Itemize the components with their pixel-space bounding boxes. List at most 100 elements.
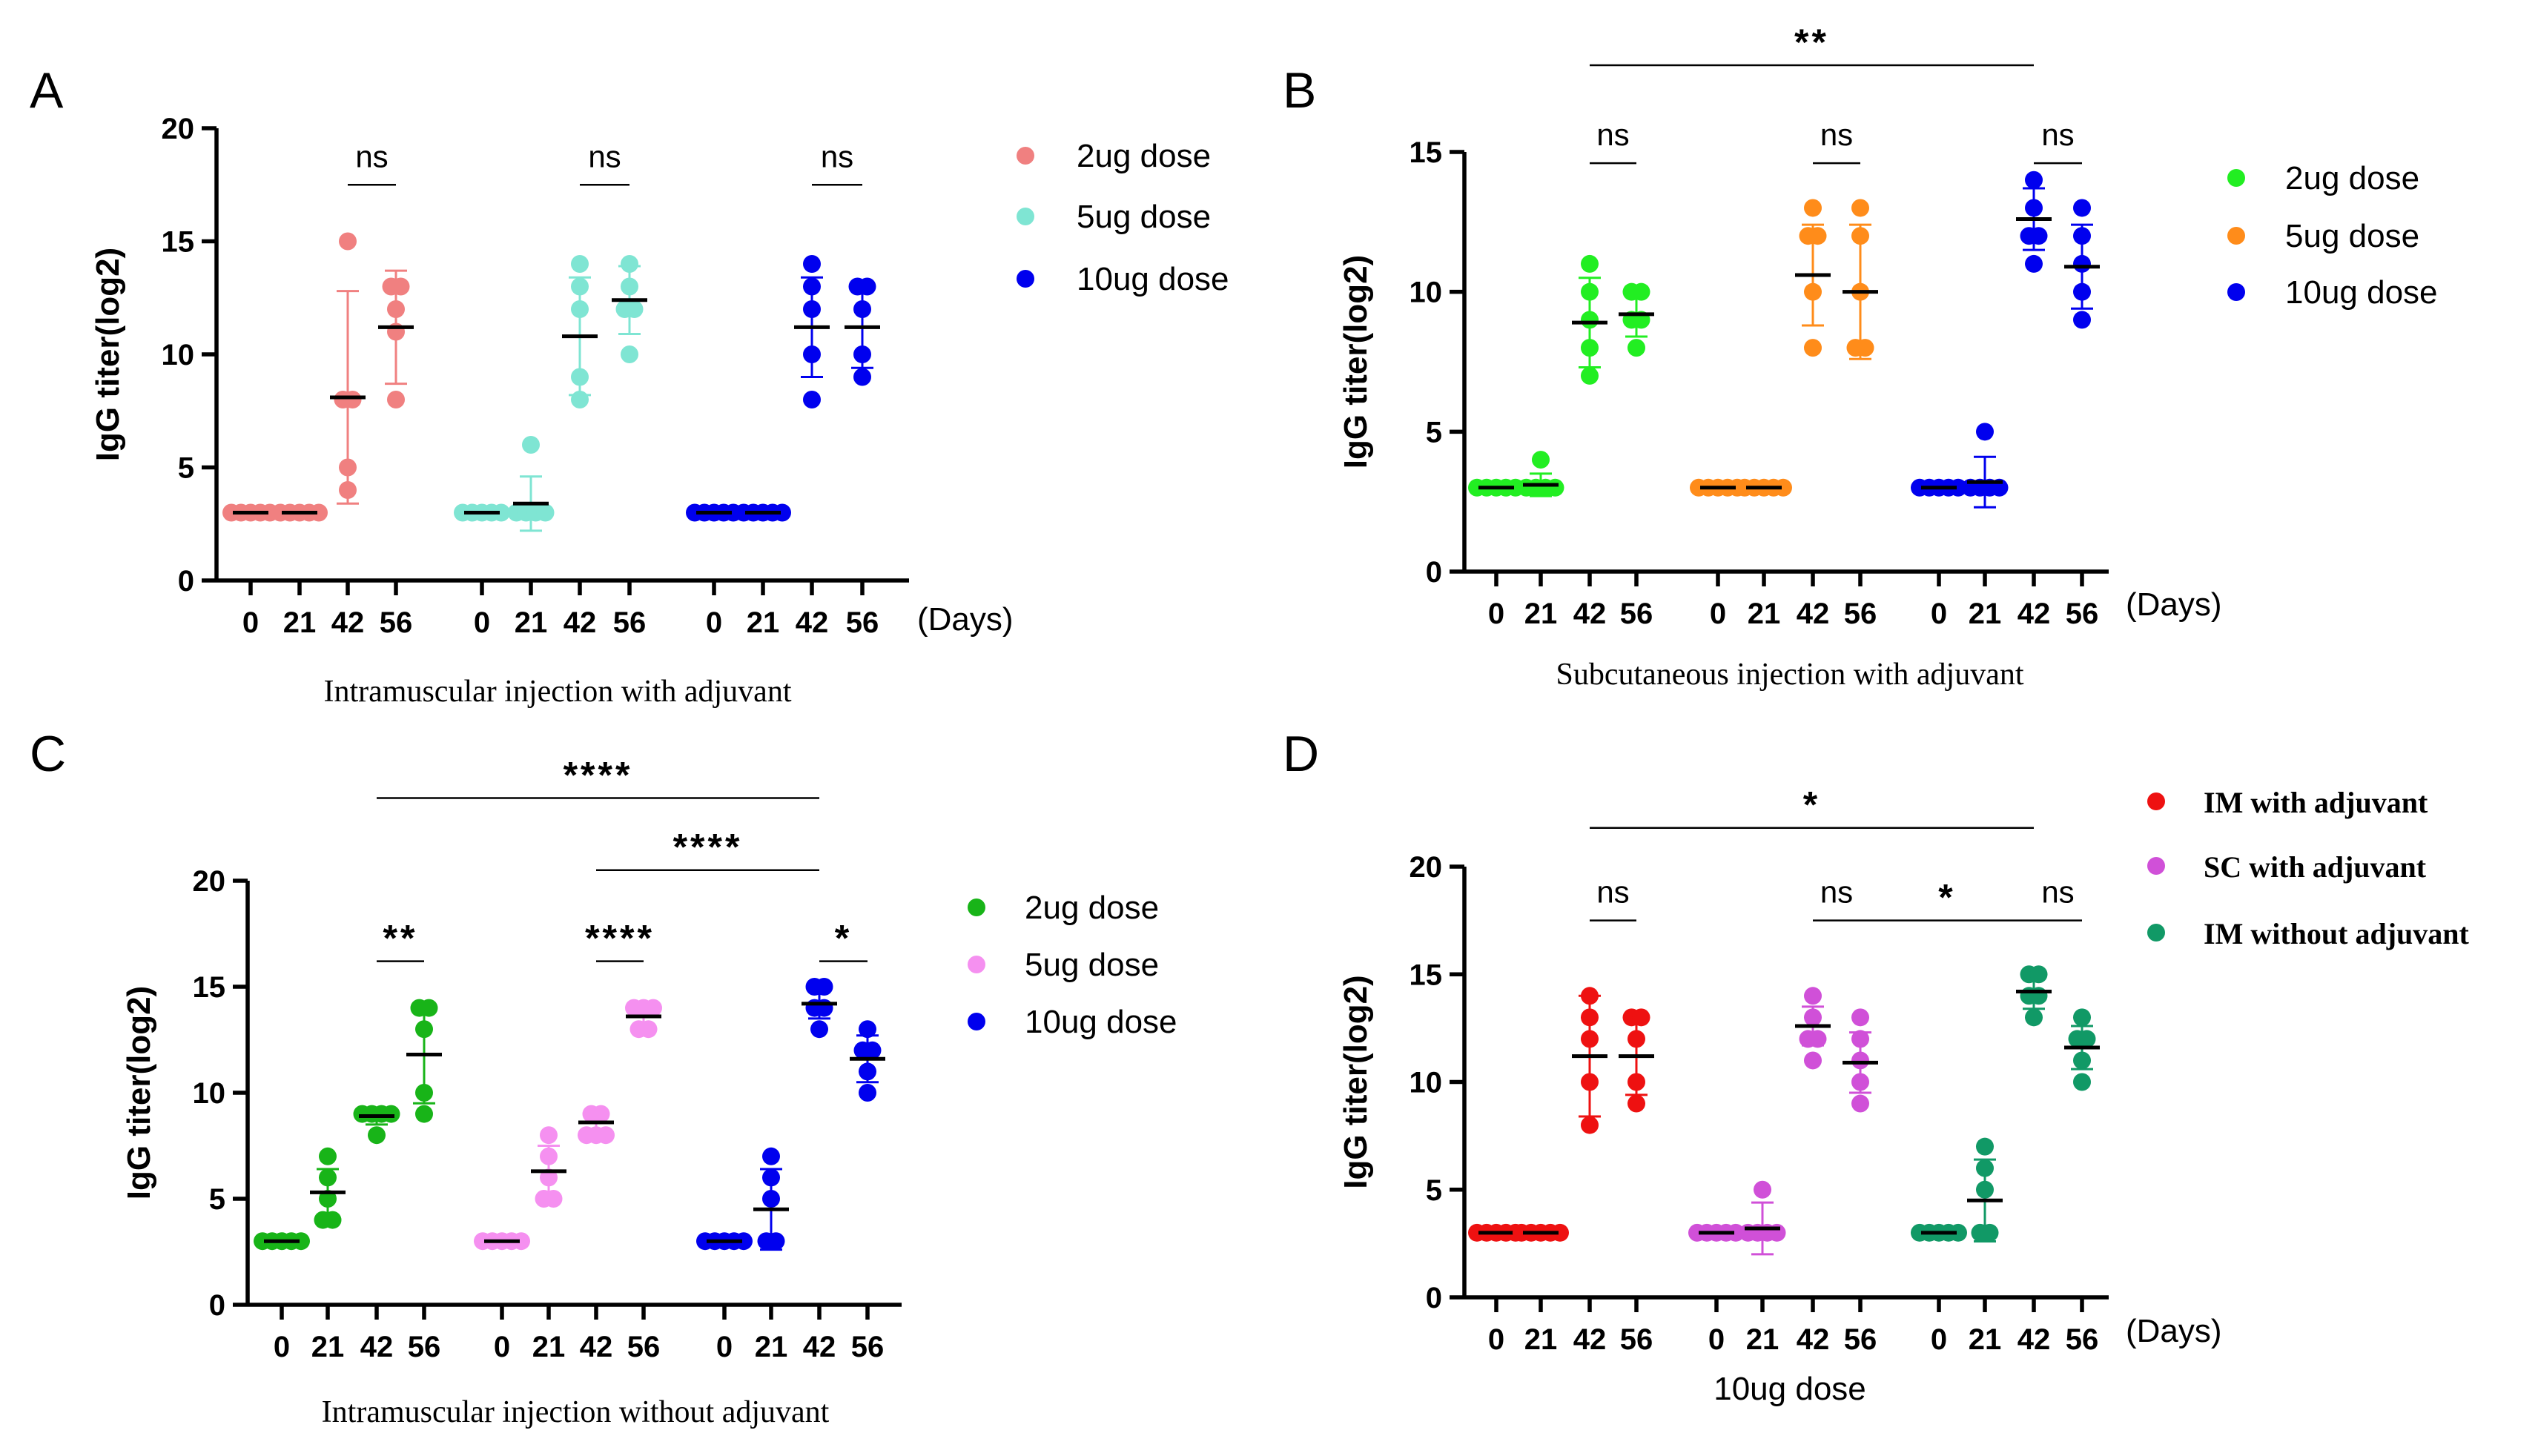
- data-point: [512, 1232, 530, 1251]
- data-point: [540, 1126, 558, 1145]
- data-point: [639, 1020, 658, 1039]
- data-point: [644, 999, 662, 1017]
- x-tick-label: 42: [1797, 598, 1830, 630]
- data-point: [735, 1232, 753, 1251]
- data-point: [2073, 282, 2091, 301]
- days-label: (Days): [2126, 1313, 2222, 1349]
- significance-label: *: [1803, 784, 1820, 826]
- data-point: [803, 277, 821, 296]
- data-point: [625, 300, 644, 318]
- data-point: [815, 999, 833, 1017]
- data-point: [1774, 478, 1792, 497]
- y-tick-label: 20: [162, 113, 195, 145]
- data-point: [1949, 1223, 1967, 1242]
- data-point: [1627, 1073, 1645, 1091]
- data-point: [1581, 1008, 1599, 1027]
- data-point: [1851, 1030, 1869, 1048]
- y-tick-label: 5: [1426, 416, 1442, 449]
- data-point: [319, 1190, 337, 1208]
- data-point: [2073, 1051, 2091, 1070]
- data-point: [2029, 227, 2048, 245]
- y-tick-label: 0: [178, 565, 194, 598]
- data-point: [1581, 366, 1599, 385]
- data-point: [1627, 1030, 1645, 1048]
- data-point: [2025, 199, 2043, 217]
- data-point: [1804, 1008, 1822, 1027]
- data-point: [2073, 311, 2091, 329]
- data-point: [343, 391, 362, 408]
- data-point: [571, 277, 589, 296]
- data-point: [2025, 254, 2043, 273]
- x-tick-label: 42: [1573, 1323, 1607, 1356]
- data-point: [415, 1105, 433, 1123]
- y-tick-label: 10: [162, 339, 195, 371]
- legend-marker: [1017, 270, 1034, 288]
- data-point: [863, 1041, 882, 1059]
- data-point: [1808, 227, 1827, 245]
- x-tick-label: 0: [1708, 1323, 1725, 1356]
- data-point: [1804, 199, 1822, 217]
- y-tick-label: 10: [1410, 1067, 1443, 1099]
- x-tick-label: 0: [242, 606, 259, 639]
- x-tick-label: 0: [494, 1331, 510, 1363]
- data-point: [382, 1105, 400, 1123]
- data-point: [1851, 227, 1869, 245]
- data-point: [536, 503, 555, 522]
- data-point: [859, 1020, 876, 1039]
- legend-label: 5ug dose: [1077, 199, 1211, 235]
- data-point: [420, 999, 438, 1017]
- y-tick-label: 5: [209, 1183, 225, 1216]
- data-point: [2078, 1030, 2096, 1048]
- data-point: [1581, 987, 1599, 1005]
- x-tick-label: 0: [474, 606, 490, 639]
- days-label: (Days): [917, 601, 1014, 638]
- legend-label: IM without adjuvant: [2204, 917, 2470, 950]
- significance-label: ns: [588, 139, 621, 173]
- y-tick-label: 10: [193, 1077, 226, 1110]
- legend-marker: [968, 899, 985, 916]
- data-point: [1808, 1030, 1827, 1048]
- x-tick-label: 42: [1797, 1323, 1830, 1356]
- x-tick-label: 56: [613, 606, 647, 639]
- significance-label: **: [383, 918, 418, 959]
- data-point: [1546, 478, 1564, 497]
- y-tick-label: 0: [1426, 556, 1442, 589]
- x-tick-label: 0: [1488, 1323, 1504, 1356]
- data-point: [1768, 1223, 1786, 1242]
- panel-b: B 0 5 10 15 IgG titer(log2) 0 21 42 56 0 21 42 56 0 21 4…: [1283, 21, 2438, 692]
- data-point: [540, 1147, 558, 1165]
- data-point: [1632, 1008, 1650, 1027]
- data-point: [803, 391, 821, 408]
- data-point: [2073, 1073, 2091, 1091]
- x-tick-label: 56: [851, 1331, 885, 1363]
- x-tick-label: 0: [274, 1331, 290, 1363]
- legend-marker: [2227, 169, 2245, 187]
- significance-label: ****: [673, 827, 743, 868]
- significance-label: ns: [821, 139, 853, 173]
- data-point: [571, 391, 589, 408]
- data-point: [1581, 1073, 1599, 1091]
- data-point: [1976, 423, 1994, 441]
- data-point: [1851, 1008, 1869, 1027]
- x-tick-label: 21: [1969, 598, 2002, 630]
- data-point: [1581, 1116, 1599, 1134]
- data-point: [571, 300, 589, 318]
- data-point: [391, 277, 410, 296]
- data-point: [339, 481, 357, 499]
- panel-letter: D: [1283, 726, 1319, 782]
- data-point: [323, 1211, 342, 1229]
- x-axis-title: Intramuscular injection with adjuvant: [324, 675, 792, 709]
- x-tick-label: 56: [380, 606, 413, 639]
- significance-label: ns: [2041, 117, 2074, 152]
- significance-label: ****: [585, 918, 655, 959]
- legend-label: 2ug dose: [1077, 138, 1211, 174]
- data-point: [1976, 1159, 1994, 1177]
- data-point: [1804, 282, 1822, 301]
- significance-label: ****: [564, 754, 633, 795]
- y-tick-label: 0: [1426, 1282, 1442, 1314]
- x-tick-label: 0: [716, 1331, 733, 1363]
- x-tick-label: 56: [1620, 1323, 1653, 1356]
